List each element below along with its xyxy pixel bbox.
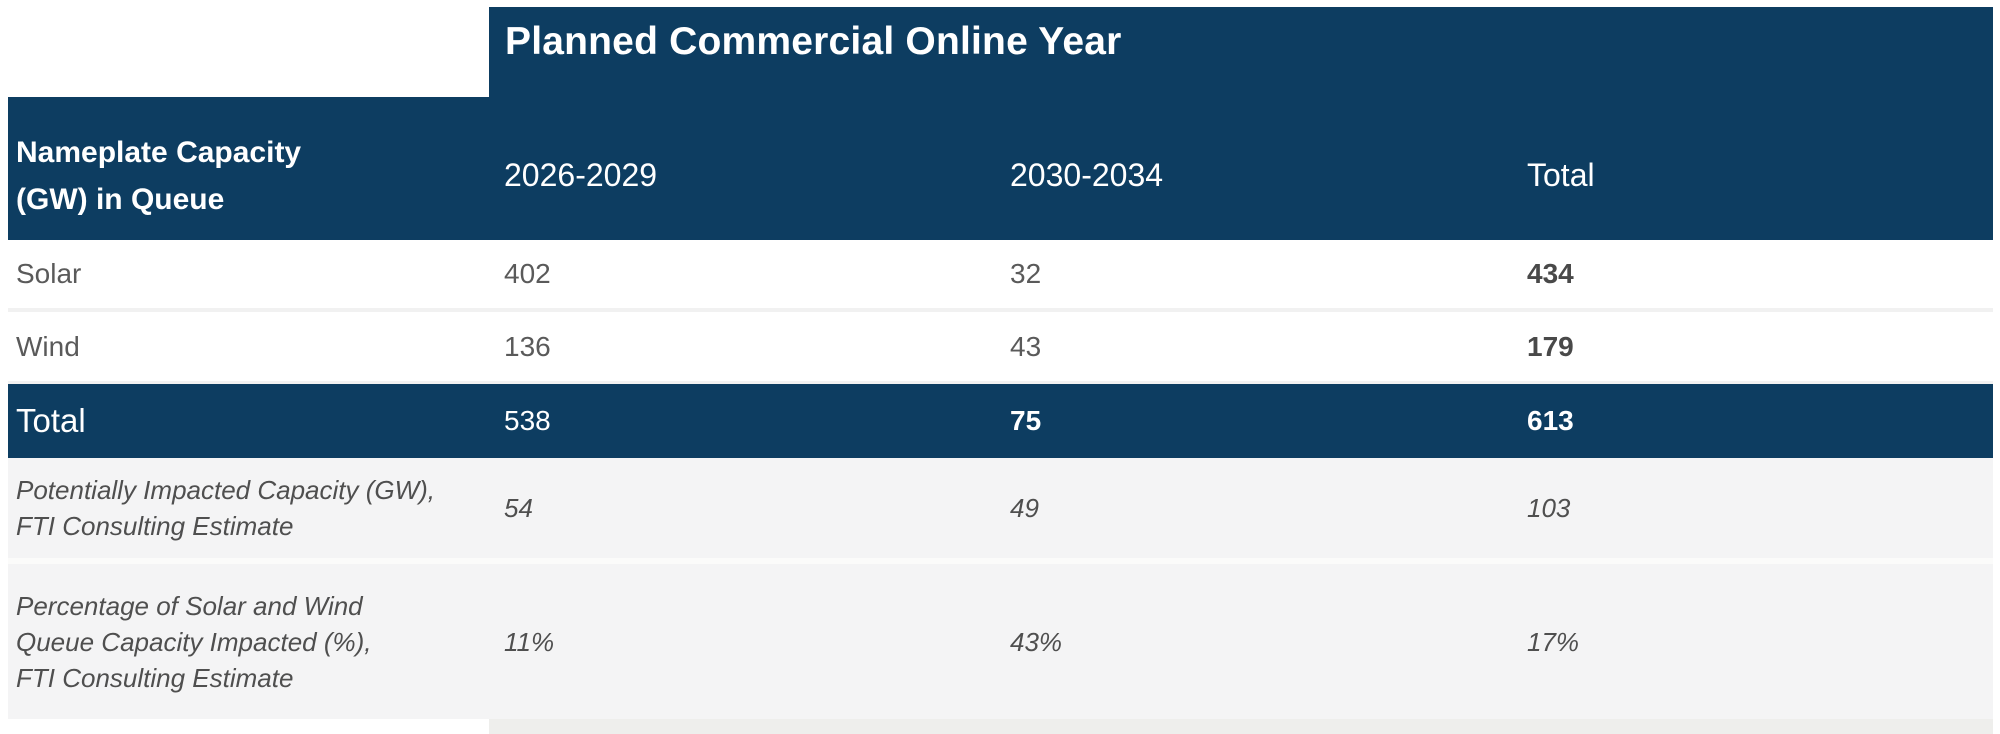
row-label: Wind xyxy=(16,330,80,362)
column-header-total: Total xyxy=(1512,97,1993,240)
table-row-solar: Solar 402 32 434 xyxy=(8,240,1993,312)
cell-wind-2030-2034: 43 xyxy=(1010,330,1042,362)
table-title: Planned Commercial Online Year xyxy=(505,20,1122,63)
cell-total-total: 613 xyxy=(1512,384,1993,458)
cell-impacted-2026-2029: 54 xyxy=(489,458,995,558)
cell-impacted-total: 103 xyxy=(1512,458,1993,558)
cell-total-2026-2029: 538 xyxy=(489,384,995,458)
row-label: Percentage of Solar and Wind Queue Capac… xyxy=(8,564,489,719)
table-row-percentage-impacted: Percentage of Solar and Wind Queue Capac… xyxy=(8,564,1993,719)
row-group-header: Nameplate Capacity (GW) in Queue xyxy=(8,97,489,240)
column-header-2026-2029: 2026-2029 xyxy=(489,97,995,240)
table-banner-row: Planned Commercial Online Year xyxy=(8,7,1993,97)
row-label: Total xyxy=(8,384,489,458)
cell-solar-total: 434 xyxy=(1527,258,1574,289)
cell-percentage-total: 17% xyxy=(1512,564,1993,719)
cell-solar-2030-2034: 32 xyxy=(1010,258,1042,289)
bottom-edge-spacer xyxy=(8,719,489,734)
table-row-impacted-capacity: Potentially Impacted Capacity (GW), FTI … xyxy=(8,458,1993,564)
table-header-row: Nameplate Capacity (GW) in Queue 2026-20… xyxy=(8,97,1993,240)
row-label: Potentially Impacted Capacity (GW), FTI … xyxy=(8,458,489,558)
table-row-wind: Wind 136 43 179 xyxy=(8,312,1993,384)
bottom-edge-shadow xyxy=(489,719,1993,734)
cell-wind-total: 179 xyxy=(1527,330,1574,362)
cell-wind-2026-2029: 136 xyxy=(504,330,551,362)
row-label: Solar xyxy=(16,258,82,289)
cell-total-2030-2034: 75 xyxy=(995,384,1512,458)
banner-cell: Planned Commercial Online Year xyxy=(489,7,1993,97)
cell-impacted-2030-2034: 49 xyxy=(995,458,1512,558)
table-row-total: Total 538 75 613 xyxy=(8,384,1993,458)
table-bottom-edge xyxy=(8,719,1993,734)
cell-percentage-2030-2034: 43% xyxy=(995,564,1512,719)
banner-spacer xyxy=(8,7,489,97)
column-header-2030-2034: 2030-2034 xyxy=(995,97,1512,240)
cell-solar-2026-2029: 402 xyxy=(504,258,551,289)
cell-percentage-2026-2029: 11% xyxy=(489,564,995,719)
